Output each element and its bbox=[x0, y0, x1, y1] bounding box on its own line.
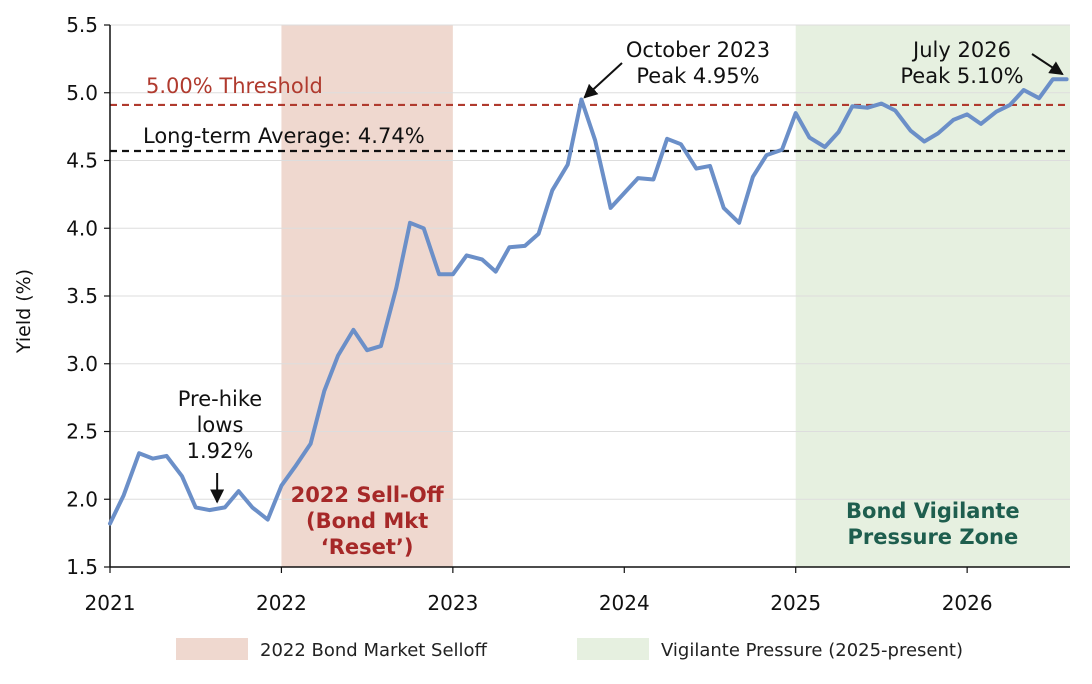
axes: 1.5 2.0 2.5 3.0 3.5 4.0 4.5 5.0 5.5 2021 2022 2023 2… bbox=[13, 13, 1070, 615]
y-axis-title: Yield (%) bbox=[13, 269, 35, 354]
annotation-oct2023-text: Peak 4.95% bbox=[636, 64, 759, 88]
annotation-prehike-text: 1.92% bbox=[187, 439, 254, 463]
y-tick-label: 2.5 bbox=[66, 420, 98, 444]
legend: 2022 Bond Market Selloff Vigilante Pressu… bbox=[176, 638, 963, 661]
x-tick-label: 2024 bbox=[599, 591, 650, 615]
y-tick-label: 5.5 bbox=[66, 13, 98, 37]
x-tick-label: 2023 bbox=[427, 591, 478, 615]
selloff-region-label: ‘Reset’) bbox=[321, 535, 414, 559]
annotation-jul2026-text: July 2026 bbox=[911, 38, 1011, 62]
annotations: 2022 Sell-Off(Bond Mkt‘Reset’) Bond Vigil… bbox=[178, 38, 1064, 559]
annotation-prehike-text: lows bbox=[197, 413, 244, 437]
average-label: Long-term Average: 4.74% bbox=[143, 124, 425, 148]
selloff-region-label: (Bond Mkt bbox=[306, 509, 428, 533]
y-tick-label: 3.5 bbox=[66, 284, 98, 308]
y-tick-label: 4.5 bbox=[66, 149, 98, 173]
y-tick-label: 3.0 bbox=[66, 352, 98, 376]
x-tick-label: 2022 bbox=[256, 591, 307, 615]
vigilante-region-label: Pressure Zone bbox=[848, 525, 1019, 549]
yield-series-line bbox=[108, 77, 1069, 526]
annotation-jul2026-text: Peak 5.10% bbox=[900, 64, 1023, 88]
y-tick-label: 2.0 bbox=[66, 487, 98, 511]
x-tick-label: 2021 bbox=[85, 591, 136, 615]
y-tick-label: 5.0 bbox=[66, 81, 98, 105]
annotation-jul2026-arrow bbox=[1031, 53, 1064, 76]
legend-label-vigilante: Vigilante Pressure (2025-present) bbox=[661, 640, 963, 661]
x-tick-label: 2026 bbox=[942, 591, 993, 615]
selloff-region-label: 2022 Sell-Off bbox=[291, 483, 445, 507]
legend-label-selloff: 2022 Bond Market Selloff bbox=[260, 640, 488, 661]
vigilante-region-label: Bond Vigilante bbox=[846, 499, 1020, 523]
annotation-oct2023-text: October 2023 bbox=[626, 38, 770, 62]
threshold-label: 5.00% Threshold bbox=[146, 74, 323, 98]
legend-swatch-vigilante bbox=[577, 638, 649, 660]
annotation-oct2023-arrow bbox=[583, 62, 623, 99]
legend-swatch-selloff bbox=[176, 638, 248, 660]
y-tick-label: 4.0 bbox=[66, 216, 98, 240]
annotation-prehike-text: Pre-hike bbox=[178, 387, 262, 411]
series-layer bbox=[108, 77, 1069, 526]
y-tick-label: 1.5 bbox=[66, 555, 98, 579]
reference-lines: 5.00% Threshold Long-term Average: 4.74% bbox=[110, 74, 1070, 153]
x-tick-label: 2025 bbox=[770, 591, 821, 615]
